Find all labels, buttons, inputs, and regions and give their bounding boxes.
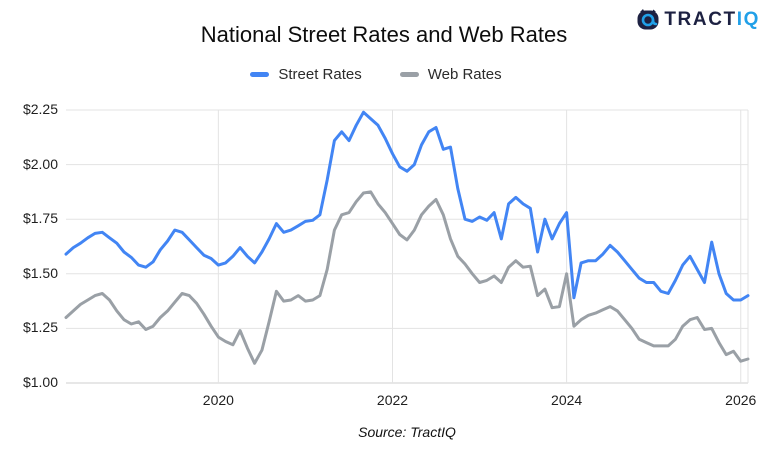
x-tick-label: 2022 [376, 392, 409, 408]
tractiq-owl-icon [637, 9, 659, 30]
legend-swatch [250, 72, 270, 77]
logo-text-tract: TRACT [664, 8, 737, 30]
y-tick-label: $2.00 [22, 155, 58, 172]
legend-item-web-rates: Web Rates [399, 66, 502, 83]
tractiq-wordmark: TRACTIQ [664, 10, 760, 29]
legend-label: Web Rates [427, 66, 502, 83]
legend: Street Rates Web Rates [0, 66, 752, 83]
logo-text-iq: IQ [736, 8, 760, 30]
legend-swatch [399, 72, 419, 77]
chart-title: National Street Rates and Web Rates [200, 22, 568, 47]
tractiq-logo: TRACTIQ [636, 7, 760, 31]
legend-item-street-rates: Street Rates [250, 66, 362, 83]
y-tick-label: $1.25 [22, 319, 58, 336]
legend-label: Street Rates [278, 66, 362, 83]
x-tick-label: 2024 [551, 392, 583, 408]
y-tick-label: $2.25 [22, 101, 58, 117]
y-tick-label: $1.00 [22, 374, 58, 390]
x-tick-label: 2026 [725, 392, 757, 408]
source-note: Source: TractIQ [358, 424, 456, 440]
x-tick-label: 2020 [202, 392, 234, 408]
y-tick-label: $1.75 [22, 210, 58, 227]
y-tick-label: $1.50 [22, 264, 58, 281]
series-line-web-rates [64, 190, 750, 365]
series-line-street-rates [64, 110, 750, 302]
